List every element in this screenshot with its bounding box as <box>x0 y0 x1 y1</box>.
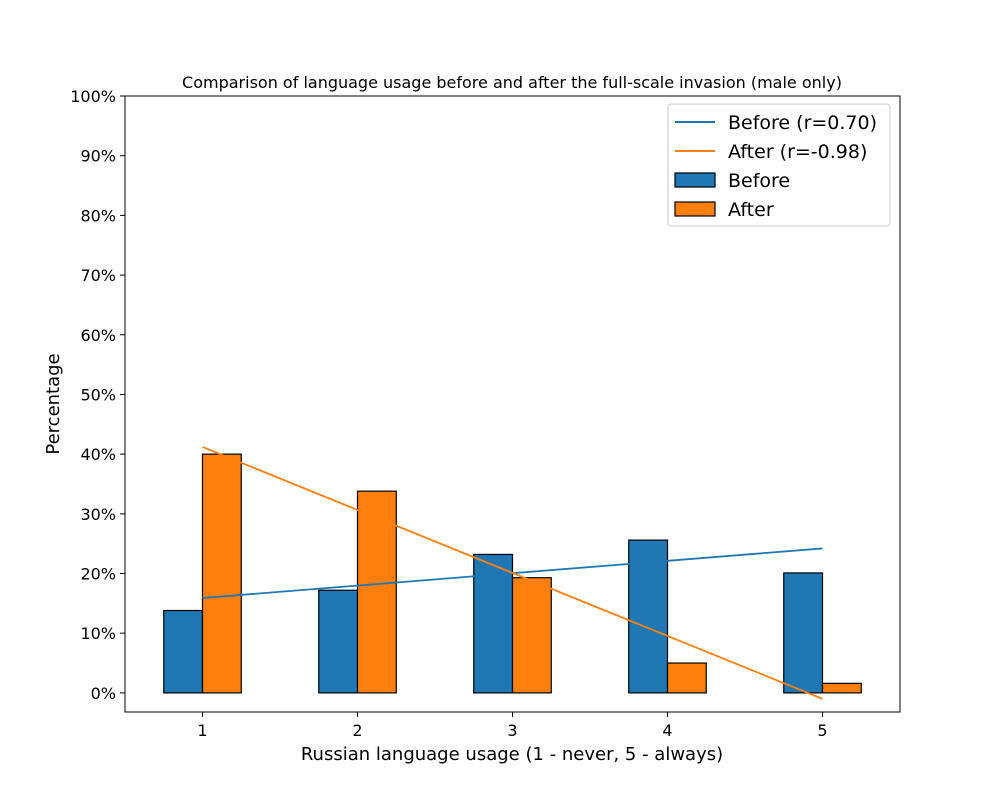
bar-before-5 <box>783 572 824 694</box>
y-tick-label-80: 80% <box>80 206 116 225</box>
x-tick-label-3: 3 <box>507 721 517 740</box>
bar-before-4 <box>628 539 669 694</box>
y-tick-label-90: 90% <box>80 147 116 166</box>
chart-title: Comparison of language usage before and … <box>182 73 842 92</box>
y-tick-label-10: 10% <box>80 624 116 643</box>
y-tick-label-70: 70% <box>80 266 116 285</box>
bar-before-1 <box>163 609 204 694</box>
y-axis: 0% 10% 20% 30% 40% 50% 60% 70% 80% 90% 100% <box>70 87 125 703</box>
y-axis-label: Percentage <box>43 353 64 454</box>
y-tick-label-30: 30% <box>80 505 116 524</box>
x-tick-label-4: 4 <box>662 721 672 740</box>
x-axis: 1 2 3 4 5 <box>197 712 828 740</box>
bar-before-3 <box>473 553 514 694</box>
bar-after-1 <box>201 453 242 694</box>
legend-label-after: After <box>728 199 774 221</box>
y-tick-label-0: 0% <box>91 684 116 703</box>
x-tick-label-2: 2 <box>352 721 362 740</box>
bar-after-5 <box>821 682 862 694</box>
legend-label-before-r-0-70: Before (r=0.70) <box>728 112 877 134</box>
x-axis-label: Russian language usage (1 - never, 5 - a… <box>301 744 723 765</box>
bar-after-3 <box>511 577 552 694</box>
y-tick-label-100: 100% <box>70 87 116 106</box>
legend-label-before: Before <box>728 170 790 192</box>
legend-swatch-before <box>674 172 716 188</box>
plot-area <box>163 446 862 700</box>
legend: Before (r=0.70) After (r=-0.98) Before Afte… <box>667 103 891 227</box>
legend-swatch-after <box>674 201 716 217</box>
y-tick-label-20: 20% <box>80 565 116 584</box>
trendline-after-r-0-98 <box>202 446 823 700</box>
x-tick-label-1: 1 <box>197 721 207 740</box>
y-tick-label-50: 50% <box>80 385 116 404</box>
y-tick-label-60: 60% <box>80 326 116 345</box>
legend-label-after-r-0-98: After (r=-0.98) <box>728 141 867 163</box>
bar-after-4 <box>666 662 707 694</box>
x-tick-label-5: 5 <box>817 721 827 740</box>
legend-box <box>667 103 891 227</box>
bar-after-2 <box>356 490 397 694</box>
bar-before-2 <box>318 589 359 694</box>
y-tick-label-40: 40% <box>80 445 116 464</box>
